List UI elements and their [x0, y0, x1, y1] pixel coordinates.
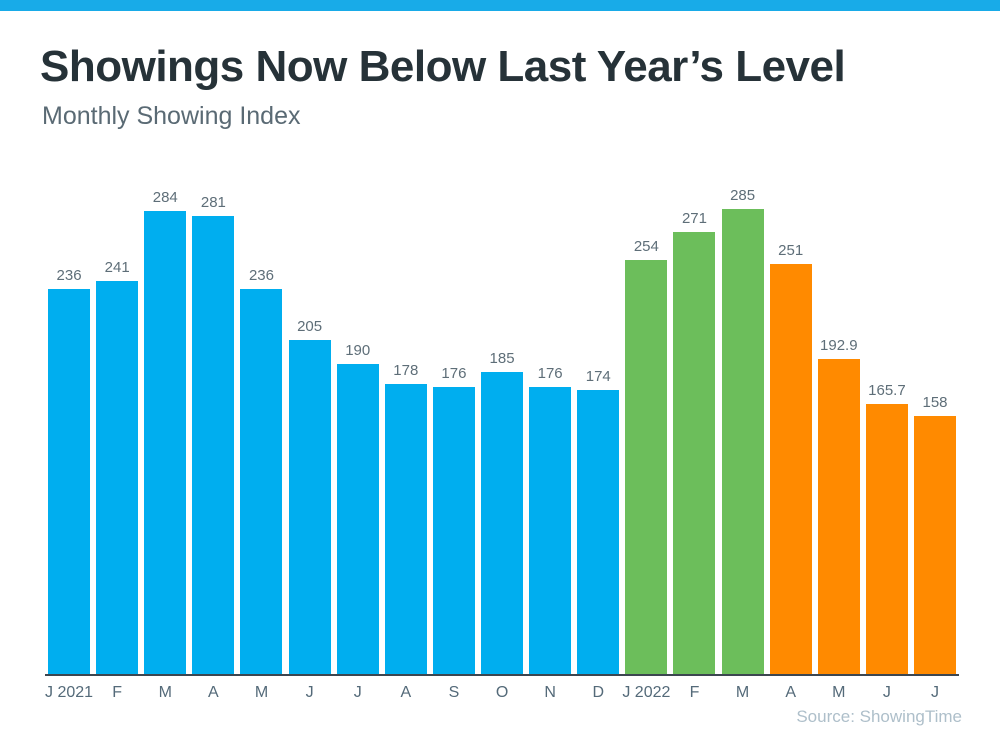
x-axis-label: J 2021	[45, 684, 94, 701]
x-axis-label: J	[353, 684, 362, 701]
bar-column: 236	[45, 267, 93, 674]
bar-value-label: 281	[200, 193, 226, 211]
x-axis-label: M	[158, 684, 172, 701]
bar-column: 251	[767, 242, 815, 674]
bar	[144, 210, 187, 674]
x-axis-label: M	[832, 684, 846, 701]
bar	[96, 280, 139, 674]
bar-column: 271	[670, 210, 718, 674]
x-axis-label: M	[254, 684, 269, 701]
bar-column: 178	[382, 362, 430, 674]
bar-value-label: 165.7	[868, 381, 906, 399]
x-axis-label: J	[305, 684, 314, 701]
bar-value-label: 285	[730, 187, 756, 204]
x-axis-label: A	[208, 684, 219, 701]
bar-value-label: 236	[248, 266, 274, 284]
x-axis-label: F	[689, 684, 700, 701]
x-axis-label: J	[931, 684, 940, 701]
bar	[48, 288, 91, 674]
bar	[481, 372, 524, 674]
bar	[865, 403, 908, 674]
bar	[914, 416, 957, 674]
bar-column: 165.7	[863, 382, 911, 674]
bar-value-label: 158	[922, 394, 948, 412]
bar-value-label: 284	[152, 188, 178, 206]
x-axis-label: J	[882, 684, 891, 701]
bar-column: 176	[430, 365, 478, 674]
chart-title: Showings Now Below Last Year’s Level	[40, 42, 846, 91]
bar	[192, 215, 235, 674]
bar	[673, 231, 716, 674]
header-accent-strip	[0, 0, 1000, 11]
x-axis: J 2021 F M A M J J A S O N D J 2022 F M A M J J	[45, 676, 959, 702]
bar	[817, 359, 860, 674]
chart-subtitle: Monthly Showing Index	[42, 102, 301, 130]
bar-column: 185	[478, 350, 526, 674]
bar-column: 281	[189, 194, 237, 674]
bar	[577, 390, 620, 674]
bar	[288, 339, 331, 674]
bar-column: 236	[237, 267, 285, 674]
bar	[769, 264, 812, 674]
bar-column: 284	[141, 189, 189, 674]
bar-column: 285	[719, 187, 767, 674]
bar-column: 190	[334, 342, 382, 674]
x-axis-label: A	[785, 684, 797, 701]
bar-column: 158	[911, 394, 959, 674]
bar-value-label: 185	[489, 350, 515, 368]
bar-column: 174	[574, 368, 622, 674]
bar	[336, 364, 379, 674]
bar	[625, 259, 668, 674]
bar-value-label: 205	[297, 317, 323, 335]
bar-column: 192.9	[815, 337, 863, 674]
bar-value-label: 251	[778, 242, 804, 260]
bar	[240, 288, 283, 674]
bar	[721, 209, 764, 674]
source-attribution: Source: ShowingTime	[796, 707, 962, 726]
bar	[529, 386, 572, 674]
bar-value-label: 174	[585, 368, 611, 386]
x-axis-label: F	[112, 684, 123, 701]
bar-value-label: 254	[633, 237, 659, 255]
x-axis-label: O	[495, 684, 509, 701]
x-axis-label: M	[735, 684, 750, 701]
bar-value-label: 241	[104, 258, 130, 276]
x-axis-label: S	[448, 684, 460, 701]
x-axis-label: D	[592, 684, 605, 701]
bar-value-label: 176	[537, 364, 563, 382]
bar-column: 254	[622, 238, 670, 674]
bar-value-label: 178	[393, 361, 419, 379]
bar-value-label: 176	[441, 364, 467, 382]
bar-value-label: 236	[56, 266, 82, 284]
x-axis-label: J 2022	[622, 684, 671, 701]
bar	[432, 386, 475, 674]
bar-value-label: 271	[681, 209, 707, 227]
bar-chart: 236 241 284 281 236 205 190 178 176 185 176 174 254 2…	[45, 160, 959, 702]
bar-value-label: 192.9	[820, 337, 858, 355]
bar	[384, 383, 427, 674]
bar-column: 205	[286, 318, 334, 674]
x-axis-label: A	[400, 684, 412, 701]
bar-column: 176	[526, 365, 574, 674]
bar-value-label: 190	[345, 342, 371, 359]
x-axis-label: N	[544, 684, 556, 701]
plot-area: 236 241 284 281 236 205 190 178 176 185 176 174 254 2…	[45, 160, 959, 676]
bar-column: 241	[93, 259, 141, 674]
